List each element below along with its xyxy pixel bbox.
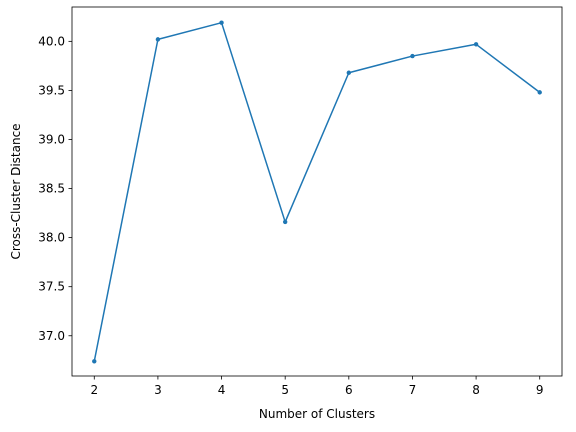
y-tick-label: 38.5 — [38, 182, 65, 196]
x-tick-label: 8 — [472, 383, 480, 397]
y-axis-ticks: 37.0 37.5 38.0 38.5 39.0 39.5 40.0 — [38, 34, 72, 342]
x-tick-label: 6 — [345, 383, 353, 397]
y-axis-label: Cross-Cluster Distance — [9, 123, 23, 259]
y-tick-label: 37.5 — [38, 280, 65, 294]
data-point — [347, 71, 351, 75]
y-tick-label: 37.0 — [38, 329, 65, 343]
x-tick-label: 2 — [90, 383, 98, 397]
data-point — [92, 359, 96, 363]
x-tick-label: 5 — [281, 383, 289, 397]
x-axis-label: Number of Clusters — [259, 407, 375, 421]
y-tick-label: 39.0 — [38, 132, 65, 146]
x-tick-label: 9 — [536, 383, 544, 397]
x-tick-label: 3 — [154, 383, 162, 397]
data-point — [474, 42, 478, 46]
y-tick-label: 38.0 — [38, 231, 65, 245]
plot-area — [72, 7, 562, 376]
data-point — [283, 220, 287, 224]
x-tick-label: 4 — [218, 383, 226, 397]
data-point — [219, 21, 223, 25]
x-axis-ticks: 2 3 4 5 6 7 8 9 — [90, 376, 543, 397]
data-point — [156, 37, 160, 41]
data-point — [410, 54, 414, 58]
x-tick-label: 7 — [409, 383, 417, 397]
y-tick-label: 39.5 — [38, 83, 65, 97]
data-point — [538, 90, 542, 94]
y-tick-label: 40.0 — [38, 34, 65, 48]
